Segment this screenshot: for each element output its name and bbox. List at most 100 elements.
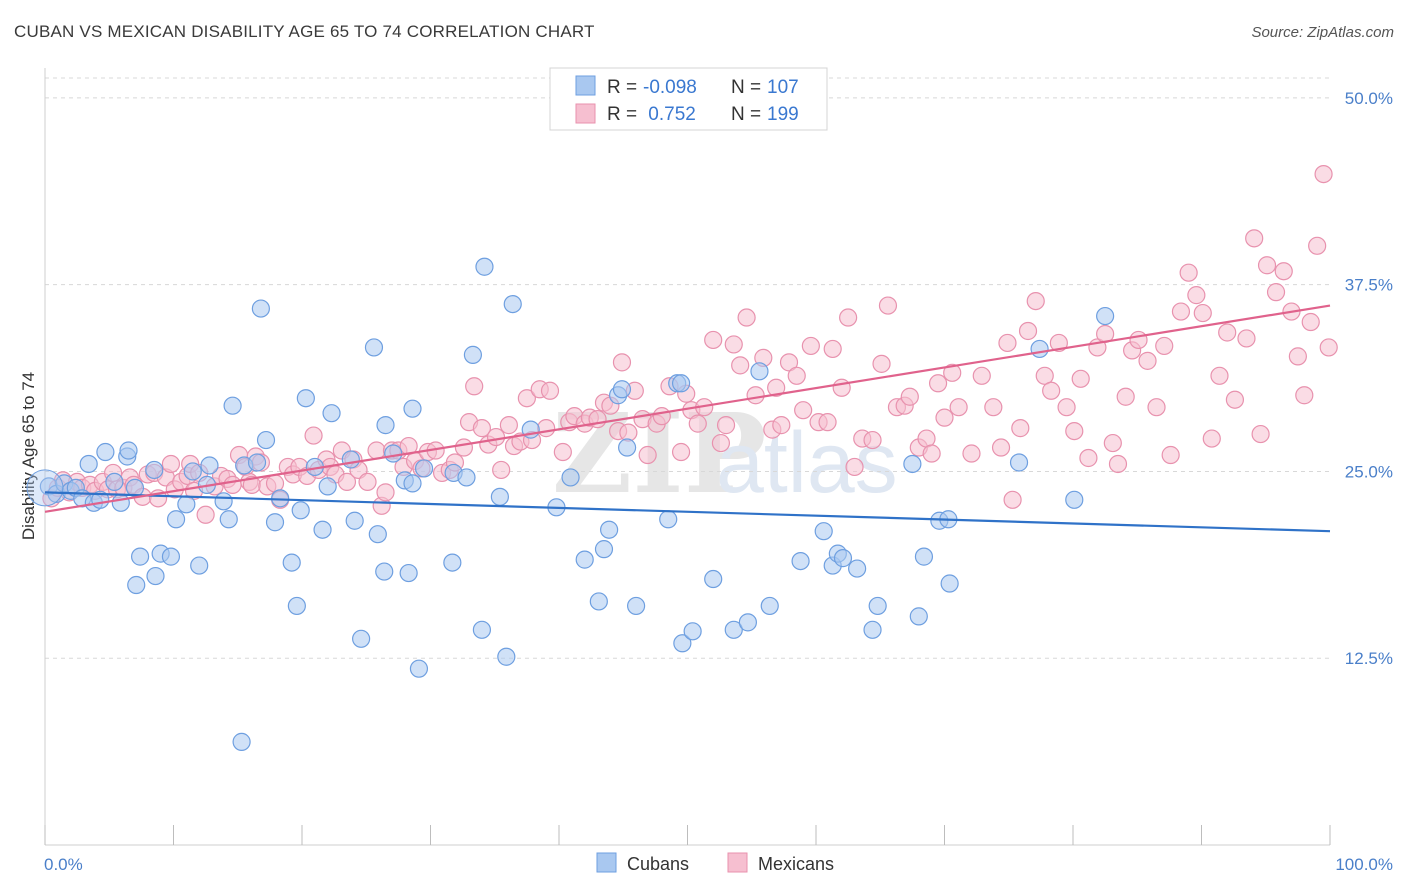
cubans-point xyxy=(127,575,146,595)
mexicans-point xyxy=(767,378,786,397)
mexicans-point xyxy=(1057,398,1076,417)
cubans-point xyxy=(594,540,614,559)
mexicans-point xyxy=(223,475,242,494)
cubans-point xyxy=(105,472,124,492)
mexicans-point xyxy=(465,377,484,396)
mexicans-point xyxy=(671,442,691,462)
cubans-point xyxy=(26,469,64,507)
cubans-point xyxy=(146,566,165,586)
mexicans-point xyxy=(928,374,948,393)
cubans-point xyxy=(673,634,692,653)
cubans-point xyxy=(291,501,310,520)
mexicans-point xyxy=(962,444,981,463)
mexicans-point xyxy=(794,401,813,420)
cubans-point xyxy=(724,620,743,639)
mexicans-point xyxy=(492,460,511,480)
series-legend-label-cubans: Cubans xyxy=(627,854,689,874)
mexicans-point xyxy=(1065,421,1084,441)
mexicans-point xyxy=(1079,448,1098,468)
cubans-point xyxy=(79,454,98,474)
mexicans-point xyxy=(1179,263,1198,282)
mexicans-point xyxy=(716,416,736,435)
mexicans-point xyxy=(1288,347,1307,366)
cubans-point xyxy=(232,732,251,751)
cubans-point xyxy=(848,559,867,578)
cubans-point xyxy=(833,549,853,568)
cubans-point xyxy=(282,553,301,572)
mexicans-point xyxy=(1202,429,1221,448)
mexicans-point xyxy=(1049,333,1068,353)
y-axis-tick-labels: 12.5% 25.0% 37.5% 50.0% xyxy=(1345,89,1393,668)
cubans-point xyxy=(145,460,164,480)
cubans-point xyxy=(671,374,691,393)
cubans-point xyxy=(183,462,202,481)
cubans-point xyxy=(659,510,678,529)
mexicans-point xyxy=(688,414,707,433)
y-tick-label: 50.0% xyxy=(1345,89,1393,108)
mexicans-point xyxy=(1003,490,1022,509)
cubans-point xyxy=(111,493,130,512)
cubans-point xyxy=(190,556,209,575)
cubans-point xyxy=(200,456,219,475)
mexicans-point xyxy=(949,398,968,417)
y-tick-label: 12.5% xyxy=(1345,649,1393,668)
legend-n-value-cubans: 107 xyxy=(767,77,799,98)
mexicans-point xyxy=(1237,329,1256,348)
legend-n-value-mexicans: 199 xyxy=(767,104,799,125)
cubans-point xyxy=(345,511,364,530)
legend-r-value-cubans: -0.098 xyxy=(643,77,697,98)
mexicans-point xyxy=(1103,433,1122,453)
cubans-point xyxy=(814,522,833,541)
cubans-point xyxy=(414,459,434,478)
cubans-point xyxy=(384,444,403,463)
cubans-point xyxy=(364,338,384,357)
mexicans-point xyxy=(1161,445,1180,465)
mexicans-point xyxy=(337,472,357,492)
mexicans-point xyxy=(878,296,898,315)
cubans-point xyxy=(683,622,702,641)
cubans-point xyxy=(376,416,395,435)
cubans-point xyxy=(265,513,285,532)
mexicans-point xyxy=(196,505,215,524)
mexicans-point xyxy=(704,330,723,350)
mexicans-point xyxy=(711,433,731,453)
mexicans-point xyxy=(1251,424,1270,444)
cubans-point xyxy=(287,596,306,616)
cubans-point xyxy=(1009,453,1029,472)
cubans-point xyxy=(463,345,483,364)
mexicans-point xyxy=(779,353,799,372)
legend-r-value-mexicans: 0.752 xyxy=(643,104,696,125)
mexicans-point xyxy=(818,413,837,432)
mexicans-point xyxy=(1129,330,1148,350)
mexicans-point xyxy=(943,363,962,382)
mexicans-point xyxy=(1187,286,1206,305)
cubans-point xyxy=(1065,490,1084,509)
cubans-point xyxy=(600,520,619,539)
cubans-point xyxy=(457,468,476,487)
cubans-point xyxy=(130,547,150,566)
mexicans-point xyxy=(731,356,750,375)
mexicans-point xyxy=(304,426,323,445)
cubans-point xyxy=(443,553,462,572)
cubans-point xyxy=(612,380,632,399)
mexicans-point xyxy=(863,430,882,450)
cubans-point xyxy=(247,453,267,472)
series-legend-swatch-mexicans xyxy=(727,852,748,873)
mexicans-point xyxy=(1274,262,1293,281)
legend-n-label-mexicans: N = xyxy=(731,104,761,125)
mexicans-point xyxy=(872,354,891,373)
cubans-point xyxy=(868,596,887,616)
cubans-point xyxy=(909,607,928,626)
mexicans-point xyxy=(1155,336,1174,356)
mexicans-point xyxy=(737,308,756,327)
gridlines xyxy=(45,77,1330,659)
mexicans-point xyxy=(1308,236,1327,255)
mexicans-point xyxy=(1266,283,1286,302)
mexicans-point xyxy=(839,308,858,327)
chart-source: Source: ZipAtlas.com xyxy=(1251,24,1394,41)
mexicans-point xyxy=(1147,398,1166,417)
mexicans-point xyxy=(1245,229,1264,248)
legend-swatch-cubans xyxy=(575,75,596,96)
mexicans-point xyxy=(553,442,572,462)
cubans-point xyxy=(96,442,115,462)
